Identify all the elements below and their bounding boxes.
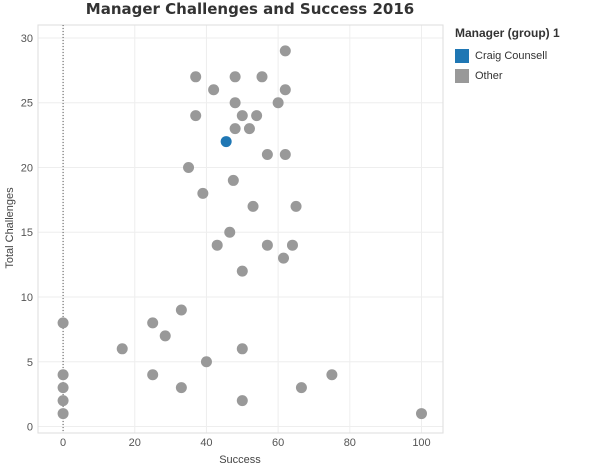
data-point-other	[147, 369, 159, 381]
data-point-other	[224, 226, 236, 238]
data-point-other	[229, 97, 241, 109]
x-tick-label: 0	[60, 437, 66, 449]
data-point-other	[175, 304, 187, 316]
data-point-other	[197, 187, 209, 199]
data-point-other	[243, 123, 255, 135]
data-point-other	[183, 161, 195, 173]
data-point-other	[272, 97, 284, 109]
data-point-other	[415, 408, 427, 420]
data-point-other	[236, 395, 248, 407]
data-point-other	[290, 200, 302, 212]
legend-label-other: Other	[475, 70, 503, 82]
plot-frame	[37, 24, 444, 434]
legend-item-other[interactable]: Other	[455, 66, 560, 86]
data-point-other	[236, 265, 248, 277]
data-point-other	[229, 123, 241, 135]
data-point-other	[279, 45, 291, 57]
tick-labels: 0 20 40 60 80 100 0 5 10 15 20 25 30	[21, 33, 431, 449]
data-point-other	[208, 84, 220, 96]
data-point-other	[229, 71, 241, 83]
data-point-other	[116, 343, 128, 355]
data-point-other	[251, 110, 263, 122]
x-tick-label: 20	[129, 437, 141, 449]
data-point-other	[236, 343, 248, 355]
data-point-other	[159, 330, 171, 342]
axes	[37, 24, 444, 434]
legend-label-craig-counsell: Craig Counsell	[475, 50, 548, 62]
y-tick-label: 20	[21, 162, 33, 174]
data-point-other	[57, 369, 69, 381]
data-point-other	[295, 382, 307, 394]
y-tick-label: 15	[21, 227, 33, 239]
data-point-other	[57, 317, 69, 329]
data-points	[57, 45, 427, 420]
legend-swatch-other	[455, 69, 469, 83]
x-tick-label: 40	[200, 437, 212, 449]
data-point-craig-counsell	[220, 136, 232, 148]
data-point-other	[211, 239, 223, 251]
y-axis-label: Total Challenges	[4, 187, 16, 269]
data-point-other	[57, 395, 69, 407]
x-tick-label: 80	[344, 437, 356, 449]
data-point-other	[261, 239, 273, 251]
data-point-other	[247, 200, 259, 212]
data-point-other	[279, 84, 291, 96]
y-tick-label: 5	[27, 357, 33, 369]
data-point-other	[278, 252, 290, 264]
data-point-other	[326, 369, 338, 381]
x-axis-label: Success	[219, 454, 261, 466]
x-tick-label: 60	[272, 437, 284, 449]
y-tick-label: 30	[21, 33, 33, 45]
legend-title: Manager (group) 1	[455, 26, 560, 40]
y-tick-label: 25	[21, 98, 33, 110]
grid-lines	[38, 25, 443, 433]
data-point-other	[256, 71, 268, 83]
data-point-other	[190, 71, 202, 83]
data-point-other	[236, 110, 248, 122]
data-point-other	[279, 149, 291, 161]
legend-swatch-craig-counsell	[455, 49, 469, 63]
data-point-other	[147, 317, 159, 329]
data-point-other	[190, 110, 202, 122]
data-point-other	[261, 149, 273, 161]
data-point-other	[227, 174, 239, 186]
legend: Manager (group) 1 Craig Counsell Other	[455, 26, 560, 86]
y-tick-label: 0	[27, 422, 33, 434]
x-tick-label: 100	[412, 437, 430, 449]
data-point-other	[286, 239, 298, 251]
data-point-other	[57, 382, 69, 394]
chart-title: Manager Challenges and Success 2016	[85, 0, 415, 18]
legend-item-craig-counsell[interactable]: Craig Counsell	[455, 46, 560, 66]
y-tick-label: 10	[21, 292, 33, 304]
data-point-other	[57, 408, 69, 420]
data-point-other	[200, 356, 212, 368]
data-point-other	[175, 382, 187, 394]
